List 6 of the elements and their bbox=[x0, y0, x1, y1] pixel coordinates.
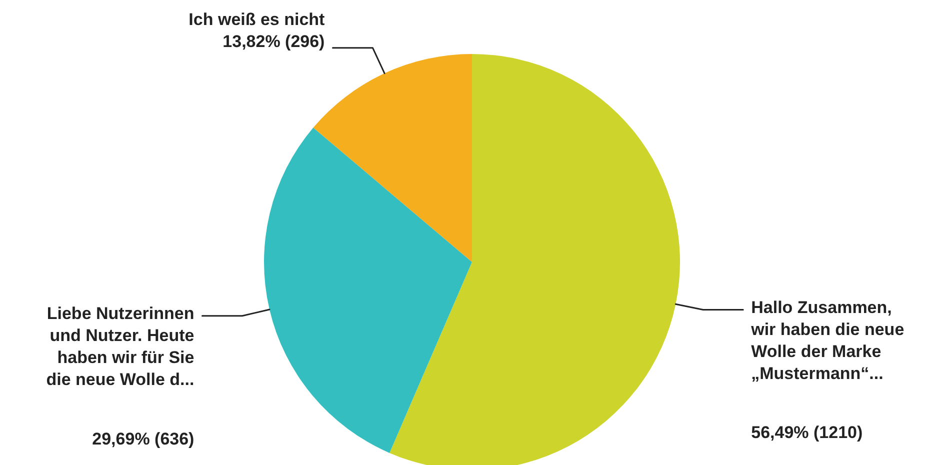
data-label: 29,69% (636) bbox=[92, 429, 194, 448]
slice-label: Ich weiß es nicht bbox=[188, 10, 326, 29]
data-label: 13,82% (296) bbox=[222, 32, 325, 51]
data-label: 56,49% (1210) bbox=[751, 423, 863, 442]
slice-label: Liebe Nutzerinnen und Nutzer. Heute haben wir für Sie die neue Wolle d... bbox=[46, 304, 194, 389]
slice-label: Hallo Zusammen, wir haben die neue Wolle der Marke „Mustermann“... bbox=[750, 298, 904, 383]
